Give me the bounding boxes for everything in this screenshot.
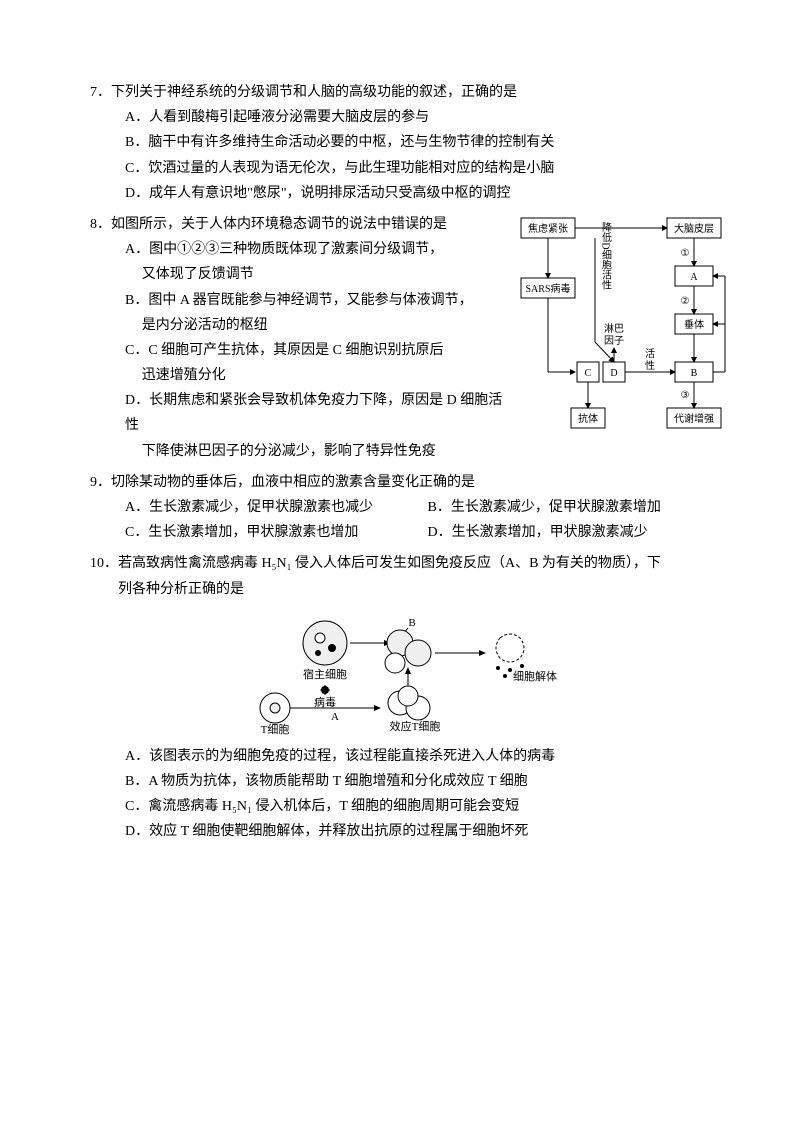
q10-option-b: B．A 物质为抗体，该物质能帮助 T 细胞增殖和分化成效应 T 细胞: [125, 769, 730, 794]
q10-fig-host: 宿主细胞: [303, 667, 347, 681]
q10-options: A．该图表示的为细胞免疫的过程，该过程能直接杀死进入人体的病毒 B．A 物质为抗…: [90, 744, 730, 845]
q10-stem-l1: 10．若高致病性禽流感病毒 H₅N₁ 侵入人体后可发生如图免疫反应（A、B 为有…: [90, 551, 730, 576]
q8-fig-cortex: 大脑皮层: [674, 222, 714, 235]
q8-figure: 焦虑紧张 大脑皮层 A 垂体 B ① ②: [515, 212, 730, 442]
q8-fig-circle2: ②: [681, 296, 690, 307]
q10-number: 10．: [90, 556, 118, 571]
q10-option-c: C．禽流感病毒 H₅N₁ 侵入机体后，T 细胞的细胞周期可能会变短: [125, 794, 730, 819]
q8-fig-c: C: [585, 368, 592, 379]
q10-figure: 宿主细胞 病毒 T细胞 B A: [90, 608, 730, 738]
q9-option-c: C．生长激素增加，甲状腺激素也增加: [125, 520, 428, 545]
question-7: 7．下列关于神经系统的分级调节和人脑的高级功能的叙述，正确的是 A．人看到酸梅引…: [90, 80, 730, 206]
q8-fig-a: A: [690, 272, 698, 283]
q7-option-d: D．成年人有意识地"憋尿"，说明排尿活动只受高级中枢的调控: [125, 181, 730, 206]
q7-stem-text: 下列关于神经系统的分级调节和人脑的高级功能的叙述，正确的是: [111, 85, 517, 100]
q7-options: A．人看到酸梅引起唾液分泌需要大脑皮层的参与 B．脑干中有许多维持生命活动必要的…: [90, 105, 730, 206]
q9-option-d: D．生长激素增加，甲状腺激素减少: [428, 520, 731, 545]
q8-fig-anxiety: 焦虑紧张: [528, 222, 568, 235]
q7-stem: 7．下列关于神经系统的分级调节和人脑的高级功能的叙述，正确的是: [90, 80, 730, 105]
question-10: 10．若高致病性禽流感病毒 H₅N₁ 侵入人体后可发生如图免疫反应（A、B 为有…: [90, 551, 730, 844]
q8-fig-b: B: [691, 368, 698, 379]
q10-option-a: A．该图表示的为细胞免疫的过程，该过程能直接杀死进入人体的病毒: [125, 744, 730, 769]
q8-option-d-l2: 下降使淋巴因子的分泌减少，影响了特异性免疫: [125, 439, 730, 464]
q9-option-b: B．生长激素减少，促甲状腺激素增加: [428, 495, 731, 520]
q8-fig-sars: SARS病毒: [525, 282, 570, 295]
q8-fig-circle3: ③: [681, 390, 690, 401]
q8-fig-downtext: 降低D细胞活性: [600, 221, 612, 290]
q7-option-a: A．人看到酸梅引起唾液分泌需要大脑皮层的参与: [125, 105, 730, 130]
q7-option-b: B．脑干中有许多维持生命活动必要的中枢，还与生物节律的控制有关: [125, 130, 730, 155]
q7-number: 7．: [90, 85, 111, 100]
q9-option-a: A．生长激素减少，促甲状腺激素也减少: [125, 495, 428, 520]
q8-fig-lymph-l1: 淋巴: [604, 322, 624, 335]
q9-options: A．生长激素减少，促甲状腺激素也减少 B．生长激素减少，促甲状腺激素增加 C．生…: [90, 495, 730, 545]
q8-fig-circle1: ①: [681, 248, 690, 259]
q7-option-c: C．饮酒过量的人表现为语无伦次，与此生理功能相对应的结构是小脑: [125, 156, 730, 181]
q8-fig-metab: 代谢增强: [674, 412, 714, 425]
q9-number: 9．: [90, 475, 111, 490]
question-9: 9．切除某动物的垂体后，血液中相应的激素含量变化正确的是 A．生长激素减少，促甲…: [90, 470, 730, 546]
q10-fig-virus: 病毒: [314, 695, 336, 709]
q8-fig-lymph-l2: 因子: [604, 335, 624, 347]
q8-fig-antibody: 抗体: [578, 412, 598, 425]
q10-fig-b: B: [408, 617, 415, 629]
q8-fig-d: D: [610, 368, 617, 379]
q9-stem-text: 切除某动物的垂体后，血液中相应的激素含量变化正确的是: [111, 475, 475, 490]
q9-stem: 9．切除某动物的垂体后，血液中相应的激素含量变化正确的是: [90, 470, 730, 495]
q8-fig-act2: 性: [645, 359, 655, 372]
q8-fig-pituitary: 垂体: [684, 319, 704, 331]
q8-stem-text: 如图所示，关于人体内环境稳态调节的说法中错误的是: [111, 217, 447, 232]
q10-stem-text1: 若高致病性禽流感病毒 H₅N₁ 侵入人体后可发生如图免疫反应（A、B 为有关的物…: [118, 556, 661, 571]
q8-number: 8．: [90, 217, 111, 232]
q10-fig-a: A: [331, 711, 339, 723]
q10-option-d: D．效应 T 细胞使靶细胞解体，并释放出抗原的过程属于细胞坏死: [125, 819, 730, 844]
q10-fig-eff: 效应T细胞: [390, 719, 441, 733]
q10-fig-tcell: T细胞: [261, 723, 290, 736]
q10-fig-lysis: 细胞解体: [513, 669, 557, 683]
question-8: 焦虑紧张 大脑皮层 A 垂体 B ① ②: [90, 212, 730, 464]
q8-fig-act1: 活: [645, 348, 655, 360]
q10-stem-l2: 列各种分析正确的是: [90, 577, 730, 602]
